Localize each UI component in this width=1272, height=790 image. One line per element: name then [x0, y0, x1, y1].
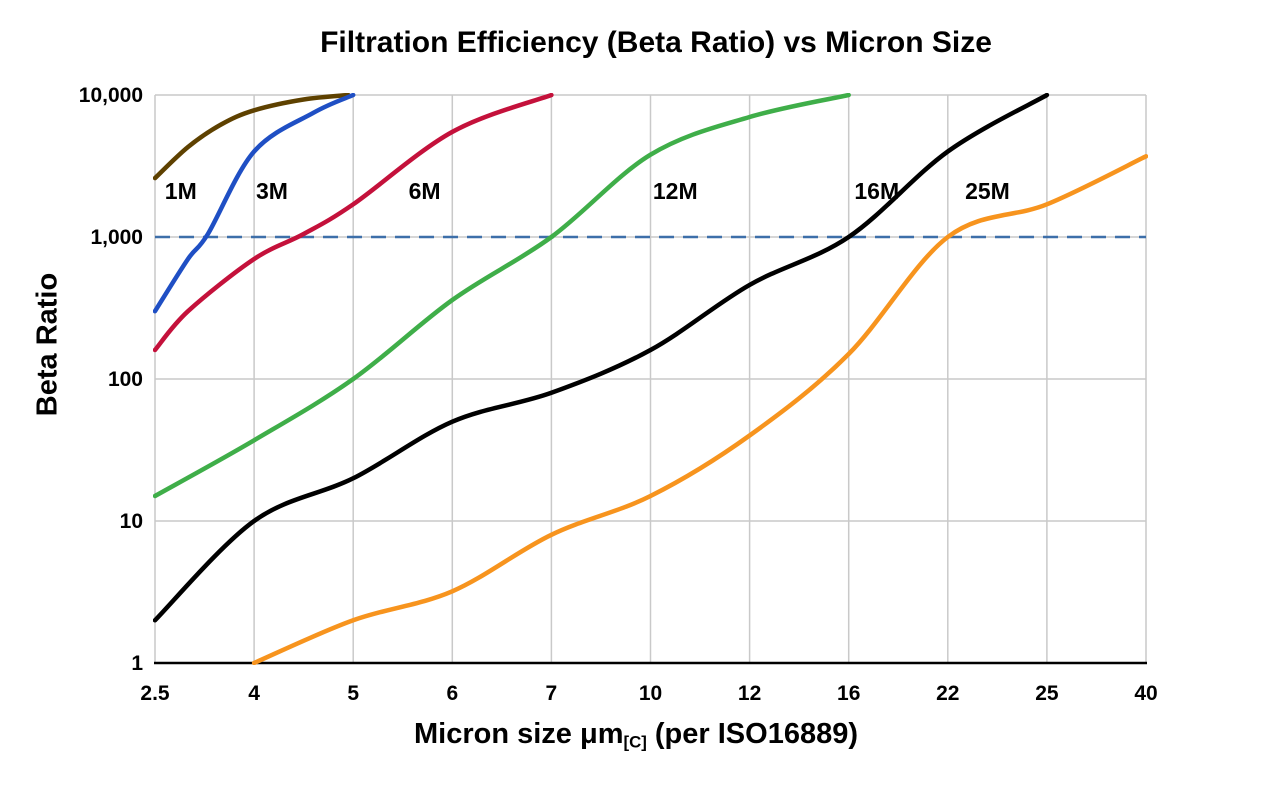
series-label-6M: 6M: [409, 178, 441, 204]
y-tick-label: 1: [131, 652, 143, 675]
series-line-25M: [251, 154, 1148, 665]
series-line-12M: [153, 93, 851, 499]
x-tick-label: 10: [639, 682, 662, 705]
y-tick-label: 1,000: [90, 226, 143, 249]
x-tick-label: 12: [738, 682, 761, 705]
x-axis-label: Micron size μm[C] (per ISO16889): [0, 718, 1272, 753]
y-tick-label: 100: [108, 368, 143, 391]
y-tick-label: 10,000: [79, 84, 143, 107]
series-label-16M: 16M: [854, 178, 899, 204]
x-tick-label: 5: [347, 682, 359, 705]
x-tick-label: 4: [248, 682, 260, 705]
x-axis-label-suffix: (per ISO16889): [646, 718, 858, 750]
series-label-25M: 25M: [965, 178, 1010, 204]
series-line-16M: [153, 93, 1050, 623]
series-line-6M: [153, 93, 554, 353]
y-axis-label: Beta Ratio: [31, 272, 64, 417]
series-line-3M: [153, 93, 356, 314]
y-tick-label: 10: [120, 510, 143, 533]
x-tick-label: 6: [446, 682, 458, 705]
series-label-3M: 3M: [256, 178, 288, 204]
series-label-1M: 1M: [165, 178, 197, 204]
x-tick-label: 2.5: [140, 682, 170, 705]
x-tick-label: 40: [1134, 682, 1157, 705]
x-tick-label: 16: [837, 682, 860, 705]
x-tick-label: 22: [936, 682, 959, 705]
series-line-1M: [153, 93, 351, 181]
y-tick-labels: 1 10 100 1,000 10,000: [79, 84, 144, 675]
x-tick-labels: 2.5 4 5 6 7 10 12 16 22 25 40: [140, 682, 1157, 705]
x-axis-label-main: Micron size μm: [413, 718, 624, 750]
x-tick-label: 7: [546, 682, 558, 705]
series-label-12M: 12M: [653, 178, 698, 204]
x-axis-label-subscript: [C]: [623, 732, 647, 752]
x-tick-label: 25: [1035, 682, 1059, 705]
chart-title: Filtration Efficiency (Beta Ratio) vs Mi…: [320, 26, 992, 59]
